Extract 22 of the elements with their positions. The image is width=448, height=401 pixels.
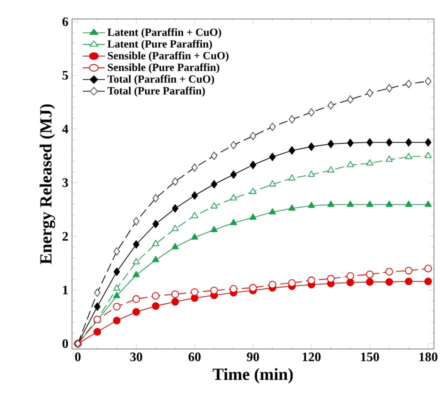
x-tick-label: 90 bbox=[246, 352, 259, 362]
y-tick-label: 1 bbox=[63, 286, 68, 294]
legend-label: Total (Pure Paraffin) bbox=[108, 86, 205, 97]
y-tick-label: 6 bbox=[62, 17, 68, 26]
legend-label: Sensible (Paraffin + CuO) bbox=[108, 52, 228, 62]
x-axis-title: Time (min) bbox=[212, 368, 293, 384]
legend-label: Total (Paraffin + CuO) bbox=[108, 74, 214, 85]
y-axis-title: Energy Released (MJ) bbox=[40, 104, 56, 264]
y-tick-label: 4 bbox=[62, 124, 68, 134]
x-tick-label: 30 bbox=[130, 352, 142, 362]
x-tick-label: 150 bbox=[361, 352, 379, 362]
legend-label: Sensible (Pure Paraffin) bbox=[108, 63, 220, 74]
y-tick-label: 0 bbox=[62, 339, 68, 348]
x-tick-label: 60 bbox=[188, 352, 201, 362]
y-tick-label: 2 bbox=[62, 232, 68, 241]
x-tick-label: 0 bbox=[75, 352, 81, 362]
y-tick-label: 5 bbox=[62, 71, 68, 80]
x-tick-label: 120 bbox=[302, 352, 321, 362]
legend-label: Latent (Paraffin + CuO) bbox=[108, 28, 222, 38]
y-tick-label: 3 bbox=[62, 178, 68, 188]
legend-label: Latent (Pure Paraffin) bbox=[108, 40, 212, 50]
x-tick-label: 180 bbox=[419, 352, 438, 362]
